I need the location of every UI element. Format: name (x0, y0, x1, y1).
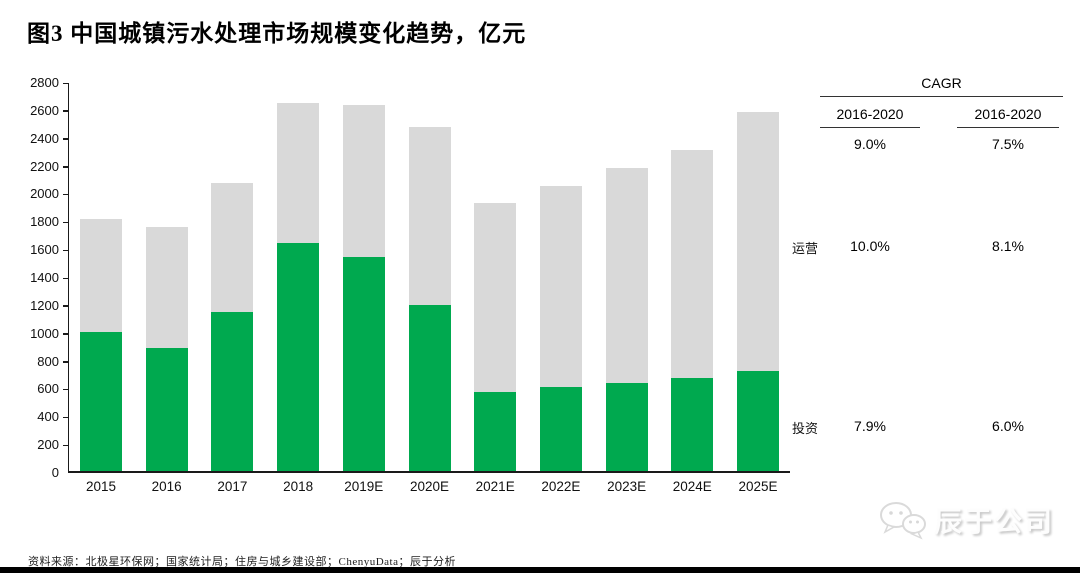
cagr-column-header-1: 2016-2020 (820, 106, 920, 128)
wechat-icon (878, 500, 928, 540)
y-axis-tick-label: 400 (37, 409, 59, 425)
bar-segment (474, 392, 517, 471)
cagr-investment-col1: 7.9% (854, 418, 886, 434)
bar-segment (671, 149, 714, 378)
cagr-operations-col2: 8.1% (992, 238, 1024, 254)
watermark-company-name: 辰于公司 (933, 506, 1054, 537)
y-axis-tick-label: 2600 (30, 102, 59, 118)
x-axis-tick-label: 2022E (541, 479, 581, 494)
bar-segment (277, 103, 320, 244)
cagr-operations-col1: 10.0% (850, 238, 890, 254)
y-axis-tick-label: 2800 (30, 75, 59, 90)
bar-segment (408, 126, 451, 306)
x-axis-tick-label: 2018 (283, 479, 314, 494)
x-axis-tick-label: 2017 (217, 479, 248, 494)
cagr-total-col1: 9.0% (854, 136, 886, 152)
bar-segment (80, 218, 122, 332)
bar-segment (80, 331, 122, 471)
y-axis-tick-label: 600 (37, 381, 59, 397)
y-axis-tick-mark (63, 361, 69, 363)
y-axis-tick-mark (63, 166, 69, 168)
bar-segment (408, 305, 451, 471)
bar-segment (145, 348, 188, 471)
series-label-operations: 运营 (792, 241, 819, 256)
page-title: 图3 中国城镇污水处理市场规模变化趋势，亿元 (27, 21, 527, 46)
x-axis-tick-label: 2023E (607, 479, 647, 494)
y-axis-tick-label: 800 (37, 353, 59, 369)
y-axis-tick-mark (63, 305, 69, 307)
company-watermark: 辰于公司 (878, 500, 1054, 540)
bar-segment (737, 371, 779, 471)
x-axis-tick-label: 2025E (738, 479, 778, 494)
y-axis-tick-mark (63, 333, 69, 335)
y-axis-tick-label: 0 (51, 465, 59, 480)
y-axis-tick-mark (63, 444, 69, 447)
bar-segment (737, 111, 779, 372)
bar-segment (145, 227, 188, 349)
bar-segment (539, 186, 582, 388)
source-attribution: 资料来源：北极星环保网；国家统计局；住房与城乡建设部；ChenyuData；辰于… (28, 556, 456, 568)
cagr-column-header-2: 2016-2020 (957, 106, 1059, 128)
bar-chart-plot: 0 200 400 600 800 1000 1200 1400 1600 1800 2000 220… (30, 75, 790, 494)
y-axis-tick-label: 1400 (30, 270, 59, 285)
bar-segment (211, 183, 254, 313)
y-axis-tick-label: 1000 (30, 325, 59, 341)
cagr-table-title: CAGR (820, 75, 1063, 97)
y-axis-tick-label: 200 (37, 437, 59, 453)
y-axis-tick-mark (63, 110, 69, 112)
bottom-black-bar (0, 567, 1080, 573)
y-axis-tick-mark (63, 82, 69, 84)
y-axis-tick-label: 2200 (30, 158, 59, 174)
y-axis-tick-mark (63, 416, 69, 419)
y-axis-tick-mark (63, 221, 69, 224)
bar-segment (211, 312, 254, 471)
bar-segment (605, 168, 648, 383)
y-axis-tick-label: 2400 (30, 130, 59, 146)
bar-segment (539, 387, 582, 471)
y-axis-tick-mark (63, 249, 69, 252)
y-axis-tick-mark (63, 193, 69, 196)
cagr-investment-col2: 6.0% (992, 418, 1024, 434)
bar-segment (605, 382, 648, 471)
y-axis-tick-mark (63, 138, 69, 140)
series-label-investment: 投资 (792, 421, 819, 436)
bar-segment (277, 243, 320, 471)
y-axis-tick-label: 2000 (30, 186, 59, 202)
y-axis-tick-label: 1800 (30, 214, 59, 230)
x-axis-tick-label: 2020E (409, 479, 450, 494)
y-axis-tick-mark (63, 388, 69, 391)
bar-segment (474, 202, 517, 393)
bar-segment (671, 377, 714, 471)
x-axis-tick-label: 2016 (151, 479, 182, 494)
x-axis-tick-label: 2024E (672, 479, 712, 494)
y-axis-tick-label: 1600 (30, 242, 59, 258)
cagr-total-col2: 7.5% (992, 136, 1024, 152)
x-axis-tick-label: 2015 (85, 479, 117, 494)
y-axis-tick-mark (63, 277, 69, 279)
bar-segment (342, 104, 385, 258)
x-axis-tick-label: 2021E (475, 479, 515, 494)
y-axis-tick-label: 1200 (30, 297, 59, 313)
x-axis-tick-label: 2019E (344, 479, 384, 494)
bar-segment (342, 257, 385, 471)
